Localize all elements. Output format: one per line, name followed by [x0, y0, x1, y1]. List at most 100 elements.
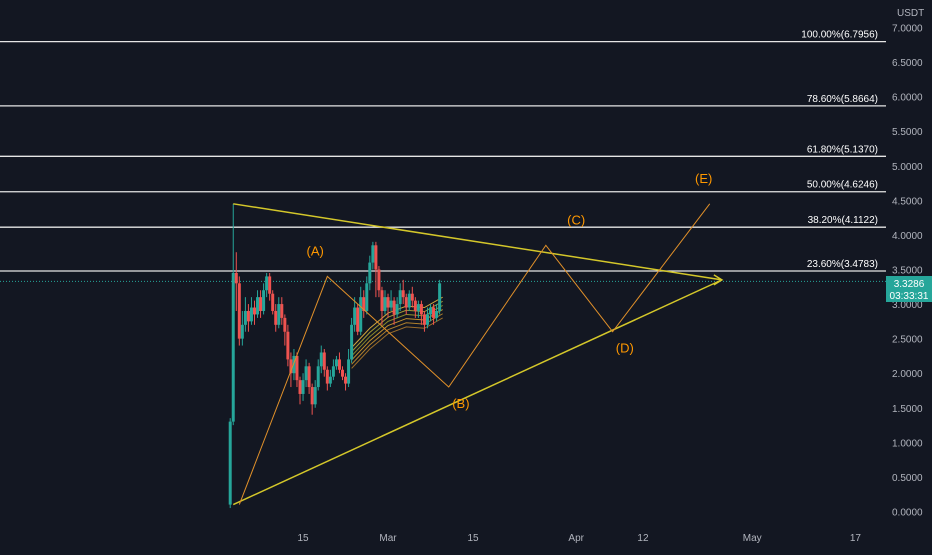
x-tick-label: May — [743, 533, 762, 544]
y-tick-label: 3.5000 — [892, 266, 923, 277]
candle-body — [307, 366, 311, 388]
candle-body — [246, 310, 250, 322]
x-tick-label: 12 — [637, 533, 649, 544]
y-tick-label: 5.0000 — [892, 162, 923, 173]
price-axis[interactable]: USDT 7.0000 6.5000 6.0000 5.5000 5.0000 4.500… — [892, 8, 924, 519]
candle-body — [374, 245, 378, 270]
wave-label: (A) — [307, 244, 324, 259]
wave-label: (C) — [567, 213, 585, 228]
x-tick-label: Apr — [568, 533, 584, 544]
candle-body — [392, 300, 396, 315]
candle-body — [353, 307, 357, 325]
y-tick-label: 6.0000 — [892, 93, 923, 104]
candle-body — [283, 317, 287, 332]
candle-body — [243, 310, 247, 325]
candle-body — [435, 310, 439, 318]
candle-body — [404, 297, 408, 308]
candle-body — [259, 297, 263, 311]
candle-body — [341, 369, 345, 377]
wave-label: (D) — [616, 340, 634, 355]
candle-body — [310, 387, 314, 405]
candle-body — [395, 304, 399, 315]
candle-body — [298, 380, 302, 394]
fib-level-label: 61.80%(5.1370) — [807, 144, 878, 155]
candle-body — [407, 293, 411, 308]
y-tick-label: 5.5000 — [892, 127, 923, 138]
candle-body — [432, 307, 436, 318]
candle-body — [295, 355, 299, 381]
candle-body — [280, 304, 284, 318]
drawing-tools[interactable]: (A) (B) (C) (D) (E) — [232, 171, 724, 506]
x-tick-label: 15 — [297, 533, 309, 544]
y-tick-label: 4.5000 — [892, 196, 923, 207]
y-tick-label: 7.0000 — [892, 24, 923, 35]
candle-body — [328, 376, 332, 384]
candle-body — [347, 359, 351, 384]
candle-body — [386, 297, 390, 308]
candle-body — [359, 297, 363, 332]
candle-body — [368, 262, 372, 284]
candle-body — [365, 283, 369, 311]
time-axis[interactable]: 15Mar15Apr12May17Jun — [297, 533, 932, 544]
candle-body — [237, 283, 241, 339]
candle-body — [228, 421, 232, 505]
fibonacci-levels: 100.00%(6.7956) 78.60%(5.8664) 61.80%(5.13… — [0, 30, 886, 282]
candle-body — [413, 300, 417, 311]
candle-body — [429, 307, 433, 315]
y-tick-label: 6.5000 — [892, 58, 923, 69]
candle-body — [401, 290, 405, 298]
candle-body — [277, 304, 281, 325]
candle-body — [313, 387, 317, 405]
candle-body — [289, 359, 293, 374]
candle-body — [265, 276, 269, 291]
y-tick-label: 4.0000 — [892, 231, 923, 242]
wave-label: (E) — [695, 171, 712, 186]
x-tick-label: Mar — [379, 533, 397, 544]
candle-body — [356, 307, 360, 332]
candle-body — [389, 300, 393, 308]
candle-body — [268, 276, 272, 294]
candle-body — [398, 290, 402, 305]
candle-body — [350, 324, 354, 360]
candle-body — [416, 304, 420, 311]
candle-body — [425, 314, 429, 325]
candle-body — [438, 283, 442, 311]
fib-level-label: 50.00%(4.6246) — [807, 180, 878, 191]
candle-body — [337, 359, 341, 370]
candle-body — [377, 269, 381, 291]
candle-body — [274, 310, 278, 325]
candle-body — [380, 290, 384, 311]
candle-body — [234, 272, 238, 284]
fib-level-label: 23.60%(3.4783) — [807, 259, 878, 270]
elliott-wave-path[interactable] — [238, 203, 711, 505]
fib-level-label: 78.60%(5.8664) — [807, 94, 878, 105]
candle-body — [422, 314, 426, 325]
candle-countdown-label: 03:33:31 — [890, 291, 929, 302]
y-tick-label: 1.0000 — [892, 438, 923, 449]
candle-body — [316, 366, 320, 388]
y-tick-label: 2.5000 — [892, 335, 923, 346]
triangle-apex-arrow-icon — [713, 274, 724, 286]
candle-body — [344, 376, 348, 384]
currency-label: USDT — [897, 8, 924, 19]
candle-body — [292, 355, 296, 374]
triangle-upper-trendline[interactable] — [233, 203, 722, 281]
y-tick-label: 3.0000 — [892, 300, 923, 311]
current-price-label: 3.3286 — [894, 279, 925, 290]
x-tick-label: 15 — [467, 533, 479, 544]
candle-body — [240, 324, 244, 339]
candle-body — [231, 272, 235, 422]
wave-label: (B) — [452, 396, 469, 411]
candle-body — [301, 380, 305, 394]
candle-body — [362, 297, 366, 311]
triangle-lower-trendline[interactable] — [232, 279, 723, 506]
candle-body — [419, 304, 423, 315]
candle-body — [262, 290, 266, 311]
x-tick-label: 17 — [850, 533, 862, 544]
fib-level-label: 100.00%(6.7956) — [801, 30, 878, 41]
candle-body — [322, 352, 326, 370]
candle-body — [256, 297, 260, 315]
